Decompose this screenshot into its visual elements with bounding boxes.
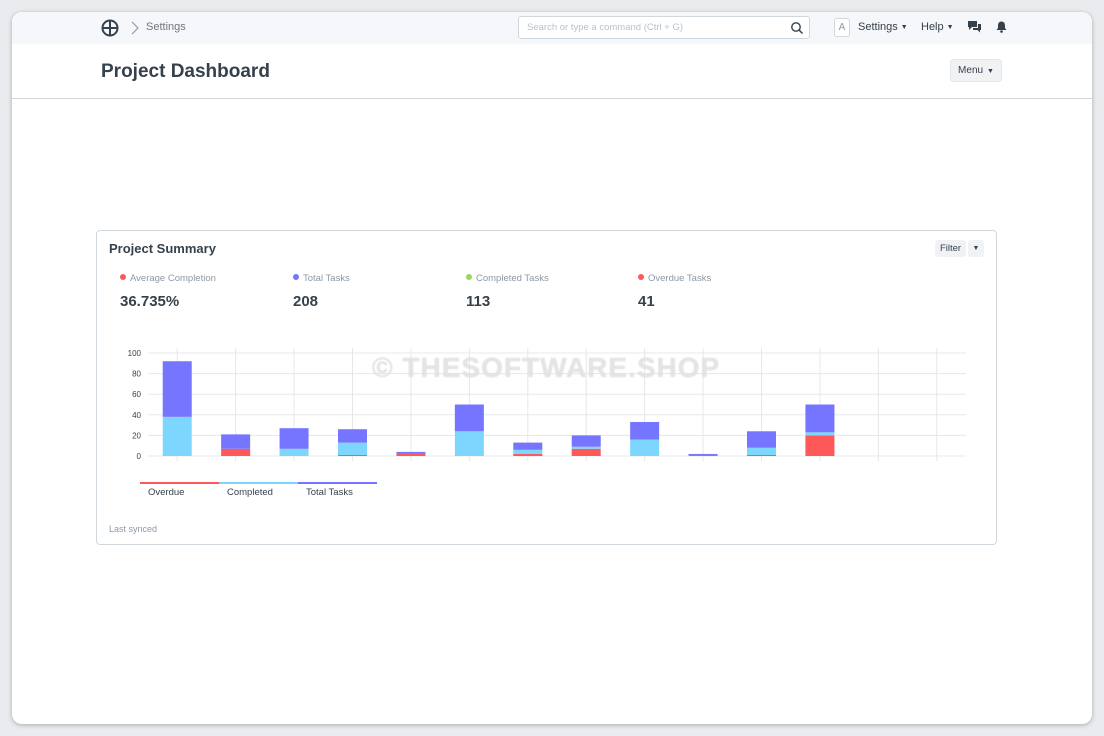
chevron-down-icon: ▼ — [985, 68, 994, 75]
bar-segment — [805, 435, 835, 456]
card-title: Project Summary — [109, 241, 216, 256]
bar-segment — [513, 449, 543, 454]
legend-completed[interactable]: Completed — [219, 482, 298, 498]
bar-segment — [747, 447, 776, 455]
stat-overdue-tasks: Overdue Tasks 41 — [638, 273, 711, 310]
y-tick-label: 0 — [137, 452, 142, 461]
page-title: Project Dashboard — [101, 61, 270, 82]
stat-dot — [120, 274, 126, 280]
bar-segment — [338, 442, 367, 455]
last-synced-text: Last synced — [109, 524, 158, 534]
project-summary-card: Project Summary Filter ▼ Average Complet… — [96, 230, 997, 545]
bar-segment — [221, 434, 251, 449]
y-tick-label: 100 — [128, 349, 142, 358]
bell-icon[interactable] — [996, 21, 1007, 33]
bar-segment — [338, 454, 367, 456]
filter-button[interactable]: Filter — [935, 240, 966, 257]
bar-segment — [513, 442, 543, 450]
stat-value: 41 — [638, 293, 655, 310]
bar-segment — [630, 439, 660, 456]
navbar: Settings Search or type a command (Ctrl … — [12, 12, 1092, 44]
page-header: Project Dashboard Menu ▼ — [12, 44, 1092, 99]
stat-completed-tasks: Completed Tasks 113 — [466, 273, 549, 310]
y-tick-label: 20 — [132, 431, 141, 440]
legend-total-tasks[interactable]: Total Tasks — [298, 482, 377, 498]
bar-segment — [747, 431, 776, 448]
stat-average-completion: Average Completion 36.735% — [120, 273, 216, 310]
settings-dropdown[interactable]: Settings ▼ — [858, 21, 908, 33]
bar-segment — [221, 448, 251, 456]
app-logo-icon[interactable] — [101, 19, 119, 37]
bar-segment — [454, 404, 484, 432]
chat-icon[interactable] — [968, 21, 981, 33]
legend-label: Overdue — [148, 487, 185, 498]
bar-segment — [571, 446, 601, 449]
bar-segment — [571, 448, 601, 456]
help-dropdown[interactable]: Help ▼ — [921, 21, 954, 33]
search-input[interactable]: Search or type a command (Ctrl + G) — [518, 16, 810, 39]
stat-dot — [638, 274, 644, 280]
bar-segment — [338, 429, 367, 443]
legend-swatch — [219, 482, 298, 484]
bar-segment — [396, 451, 426, 454]
stat-total-tasks: Total Tasks 208 — [293, 273, 350, 310]
breadcrumb-settings[interactable]: Settings — [146, 21, 186, 33]
bar-segment — [396, 453, 426, 456]
bar-segment — [279, 448, 309, 456]
search-placeholder: Search or type a command (Ctrl + G) — [527, 22, 684, 33]
stat-label: Overdue Tasks — [648, 273, 712, 284]
bar-segment — [630, 422, 660, 440]
legend-overdue[interactable]: Overdue — [140, 482, 219, 498]
menu-button[interactable]: Menu ▼ — [950, 59, 1002, 82]
menu-button-label: Menu — [958, 65, 984, 76]
help-dropdown-label: Help — [921, 21, 944, 33]
search-icon[interactable] — [790, 21, 804, 35]
app-window: Settings Search or type a command (Ctrl … — [12, 12, 1092, 724]
legend-swatch — [298, 482, 377, 484]
bar-segment — [162, 361, 192, 417]
avatar[interactable]: A — [834, 18, 850, 37]
bar-segment — [805, 404, 835, 433]
chevron-down-icon: ▼ — [946, 24, 954, 31]
y-tick-label: 40 — [132, 411, 141, 420]
bar-segment — [571, 435, 601, 447]
stat-label: Completed Tasks — [476, 273, 549, 284]
stat-value: 113 — [466, 293, 491, 310]
stat-dot — [466, 274, 472, 280]
breadcrumb-chevron-icon — [131, 21, 139, 35]
bar-segment — [279, 428, 309, 449]
bar-segment — [162, 416, 192, 456]
stat-value: 36.735% — [120, 293, 180, 310]
legend-swatch — [140, 482, 219, 484]
watermark-text: © THESOFTWARE.SHOP — [372, 352, 721, 383]
filter-dropdown-toggle[interactable]: ▼ — [968, 240, 984, 257]
bar-segment — [805, 432, 835, 436]
bar-segment — [747, 454, 776, 456]
bar-segment — [688, 453, 718, 455]
stat-label: Average Completion — [130, 273, 216, 284]
bar-segment — [513, 453, 543, 456]
stat-label: Total Tasks — [303, 273, 350, 284]
y-tick-label: 80 — [132, 370, 141, 379]
stat-dot — [293, 274, 299, 280]
bar-segment — [688, 454, 718, 456]
stacked-bar-chart: 0 20 40 60 80 100 — [128, 348, 966, 461]
settings-dropdown-label: Settings — [858, 21, 898, 33]
bar-segment — [454, 431, 484, 456]
chevron-down-icon: ▼ — [900, 24, 908, 31]
legend-label: Completed — [227, 487, 273, 498]
y-tick-label: 60 — [132, 390, 141, 399]
stat-value: 208 — [293, 293, 319, 310]
legend-label: Total Tasks — [306, 487, 353, 498]
